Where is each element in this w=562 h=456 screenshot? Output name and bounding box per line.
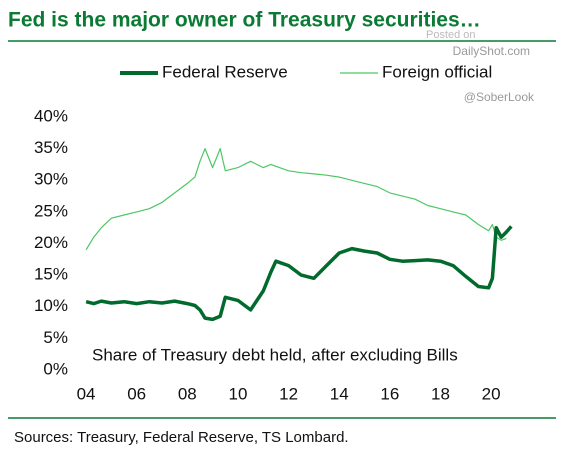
source: Sources: Treasury, Federal Reserve, TS L… (14, 429, 349, 446)
y-tick-label: 5% (43, 328, 68, 347)
x-tick-label: 14 (330, 384, 349, 403)
watermark: Posted on (426, 29, 476, 41)
x-tick-label: 08 (178, 384, 197, 403)
annotation: Share of Treasury debt held, after exclu… (92, 345, 458, 364)
x-tick-label: 16 (380, 384, 399, 403)
y-tick-label: 10% (34, 296, 68, 315)
x-tick-label: 06 (127, 384, 146, 403)
watermark: DailyShot.com (453, 44, 530, 58)
x-tick-label: 04 (77, 384, 96, 403)
y-tick-label: 0% (43, 359, 68, 378)
y-tick-label: 25% (34, 201, 68, 220)
y-tick-label: 30% (34, 170, 68, 189)
series-line (85, 148, 507, 251)
x-tick-label: 18 (431, 384, 450, 403)
watermark: @SoberLook (464, 90, 535, 104)
legend-label: Federal Reserve (162, 62, 288, 81)
legend-label: Foreign official (382, 62, 492, 81)
x-tick-label: 12 (279, 384, 298, 403)
y-tick-label: 20% (34, 233, 68, 252)
chart-title: Fed is the major owner of Treasury secur… (8, 9, 481, 32)
x-tick-label: 20 (482, 384, 501, 403)
y-tick-label: 40% (34, 106, 68, 125)
y-tick-label: 15% (34, 265, 68, 284)
x-tick-label: 10 (228, 384, 247, 403)
series-line (85, 225, 513, 322)
y-tick-label: 35% (34, 138, 68, 157)
